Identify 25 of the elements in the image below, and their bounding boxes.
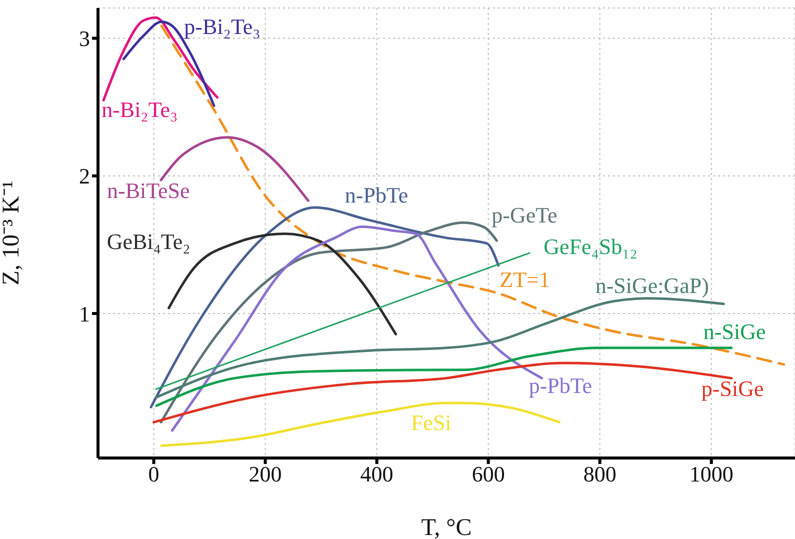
x-tick-label: 1000 (689, 462, 734, 487)
series-label: GeBi₄Te₂ (106, 229, 190, 254)
series-label: ZT=1 (500, 266, 550, 292)
series-label: p-SiGe (701, 376, 764, 402)
series-label: n-PbTe (344, 182, 408, 208)
x-tick-label: 200 (248, 462, 282, 487)
series-label: GeFe₄Sb₁₂ (544, 234, 638, 259)
series-label: FeSi (410, 410, 452, 435)
series-label: p-Bi₂Te₃ (184, 14, 260, 39)
x-axis-title: T, °C (421, 515, 472, 539)
y-tick-label: 3 (79, 26, 90, 52)
x-tick-label: 600 (472, 462, 505, 487)
x-tick-label: 800 (583, 462, 616, 487)
line-series (160, 402, 560, 447)
series-label: p-GeTe (492, 202, 558, 228)
y-tick-label: 2 (79, 164, 90, 189)
x-tick-label: 400 (360, 462, 394, 487)
series-label: n-Bi₂Te₃ (102, 97, 178, 122)
y-axis-title: Z, 10⁻³ K⁻¹ (0, 180, 25, 286)
x-tick-label: 0 (148, 462, 160, 487)
series-label: n-SiGe:GaP) (595, 273, 709, 298)
series-label: p-PbTe (528, 373, 592, 398)
series-label: n-SiGe (703, 318, 766, 344)
y-tick-label: 1 (79, 301, 90, 326)
series-label: n-BiTeSe (107, 178, 190, 204)
